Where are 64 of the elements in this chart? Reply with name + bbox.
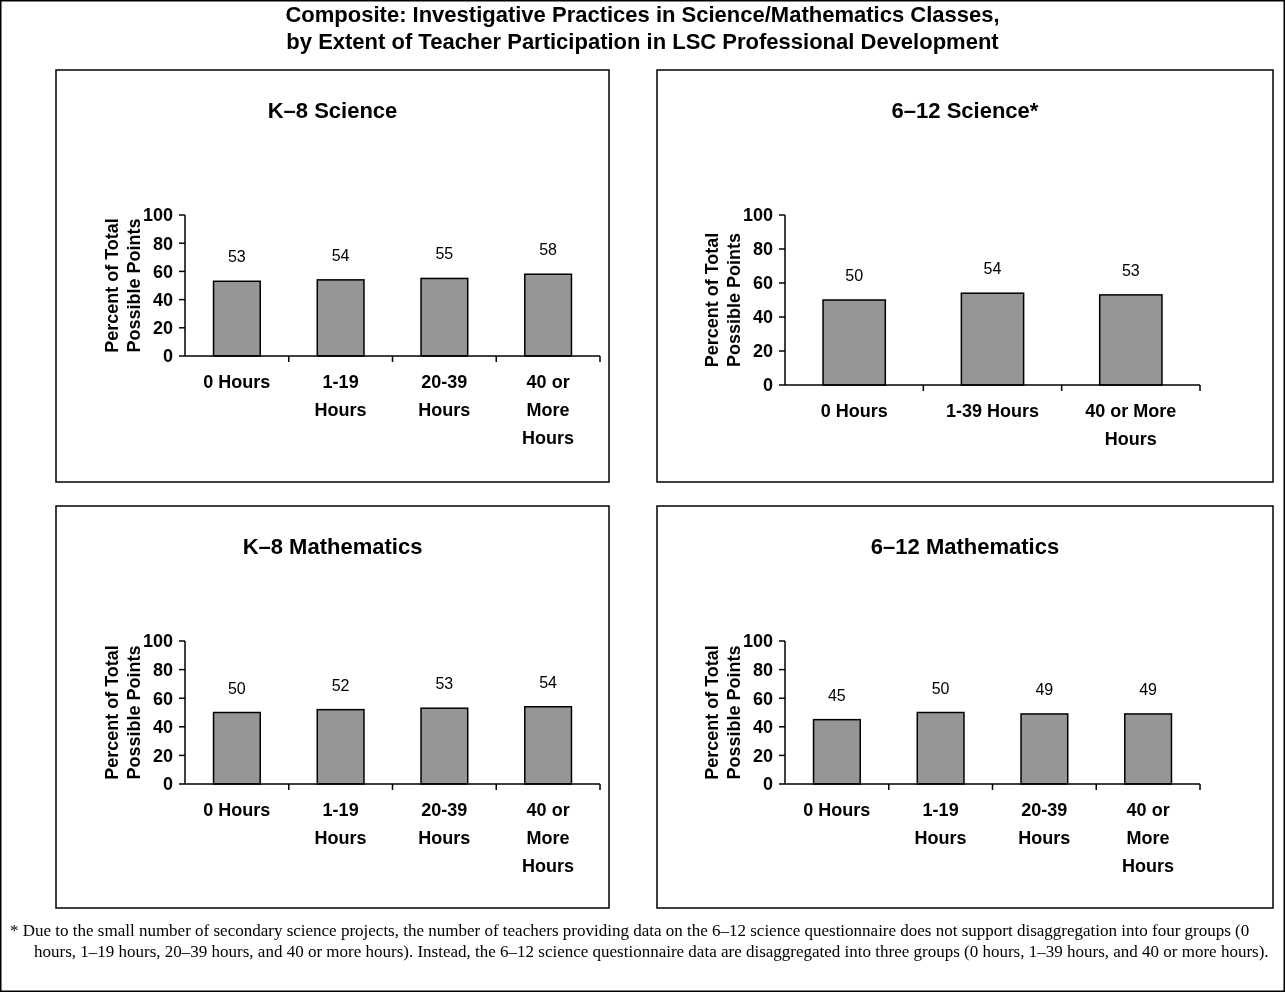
data-label: 50 xyxy=(931,679,950,697)
x-tick-label: 0 Hours xyxy=(820,401,888,421)
y-tick-label: 80 xyxy=(752,659,773,680)
data-label: 50 xyxy=(845,267,864,284)
x-tick-label: 0 Hours xyxy=(803,800,871,820)
y-tick-label: 60 xyxy=(152,688,173,709)
y-tick-label: 20 xyxy=(752,745,773,766)
data-label: 53 xyxy=(435,675,454,693)
chart-title: 6–12 Science* xyxy=(891,98,1039,123)
x-tick-label: 40 or More Hours xyxy=(522,372,575,448)
y-tick-label: 100 xyxy=(742,631,773,652)
y-axis-title: Percent of Total Possible Points xyxy=(702,232,744,368)
data-label: 45 xyxy=(827,686,846,704)
y-tick-label: 60 xyxy=(752,273,773,294)
y-tick-label: 40 xyxy=(752,717,773,738)
data-label: 58 xyxy=(539,241,558,259)
y-tick-label: 40 xyxy=(152,289,173,310)
text: * Due to the small number of secondary science projects, the number of teachers providing data on the 6–12 science questionnaire does not support disaggregation into four groups (0 hours, 1–19 hours, 20–39 hours, and 40 or more hours). Instead, the 6–12 science questionnaire data are disaggregated into three groups (0 hours, 1–39 hours, and 40 or more hours). xyxy=(10,920,1269,962)
y-axis-title: Percent of Total Possible Points xyxy=(102,218,144,353)
chart-title: K–8 Mathematics xyxy=(242,534,423,559)
data-label: 54 xyxy=(983,260,1002,278)
y-tick-label: 20 xyxy=(752,341,773,362)
x-tick-label: 20-39 Hours xyxy=(418,800,471,848)
x-tick-label: 40 or More Hours xyxy=(1122,800,1175,876)
y-axis-title: Percent of Total Possible Points xyxy=(702,645,744,780)
data-label: 52 xyxy=(331,676,350,694)
x-tick-label: 1-19 Hours xyxy=(914,800,967,848)
y-tick-label: 60 xyxy=(152,261,173,282)
data-label: 54 xyxy=(331,246,350,264)
x-tick-label: 20-39 Hours xyxy=(1018,800,1071,848)
y-tick-label: 100 xyxy=(742,205,773,226)
y-tick-label: 100 xyxy=(142,205,173,226)
text: Composite: Investigative Practices in Science/Mathematics Classes, by Extent of Teacher Participation in LSC Professional Development xyxy=(285,2,1000,54)
x-tick-label: 1-19 Hours xyxy=(314,800,367,848)
x-tick-label: 0 Hours xyxy=(203,800,271,820)
y-tick-label: 80 xyxy=(152,659,173,680)
y-tick-label: 0 xyxy=(762,375,773,396)
x-tick-label: 20-39 Hours xyxy=(418,372,471,420)
y-tick-label: 0 xyxy=(762,774,773,795)
y-tick-label: 20 xyxy=(152,745,173,766)
x-tick-label: 40 or More Hours xyxy=(1085,401,1177,449)
data-label: 50 xyxy=(227,679,246,697)
x-tick-label: 0 Hours xyxy=(203,372,271,392)
y-tick-label: 80 xyxy=(752,239,773,260)
y-tick-label: 20 xyxy=(152,318,173,339)
y-tick-label: 60 xyxy=(752,688,773,709)
y-tick-label: 80 xyxy=(152,233,173,254)
data-label: 49 xyxy=(1035,680,1054,698)
y-tick-label: 0 xyxy=(162,774,173,795)
x-tick-label: 1-19 Hours xyxy=(314,372,367,420)
data-label: 53 xyxy=(227,248,246,266)
y-tick-label: 0 xyxy=(162,346,173,367)
x-tick-label: 40 or More Hours xyxy=(522,800,575,876)
y-tick-label: 40 xyxy=(152,717,173,738)
y-axis-title: Percent of Total Possible Points xyxy=(102,645,144,780)
data-label: 54 xyxy=(539,673,558,691)
data-label: 55 xyxy=(435,245,454,263)
data-label: 49 xyxy=(1139,680,1158,698)
chart-title: 6–12 Mathematics xyxy=(870,534,1060,559)
y-tick-label: 40 xyxy=(752,307,773,328)
x-tick-label: 1-39 Hours xyxy=(945,401,1040,421)
chart-title: K–8 Science xyxy=(267,98,398,123)
y-tick-label: 100 xyxy=(142,631,173,652)
data-label: 53 xyxy=(1121,261,1140,279)
